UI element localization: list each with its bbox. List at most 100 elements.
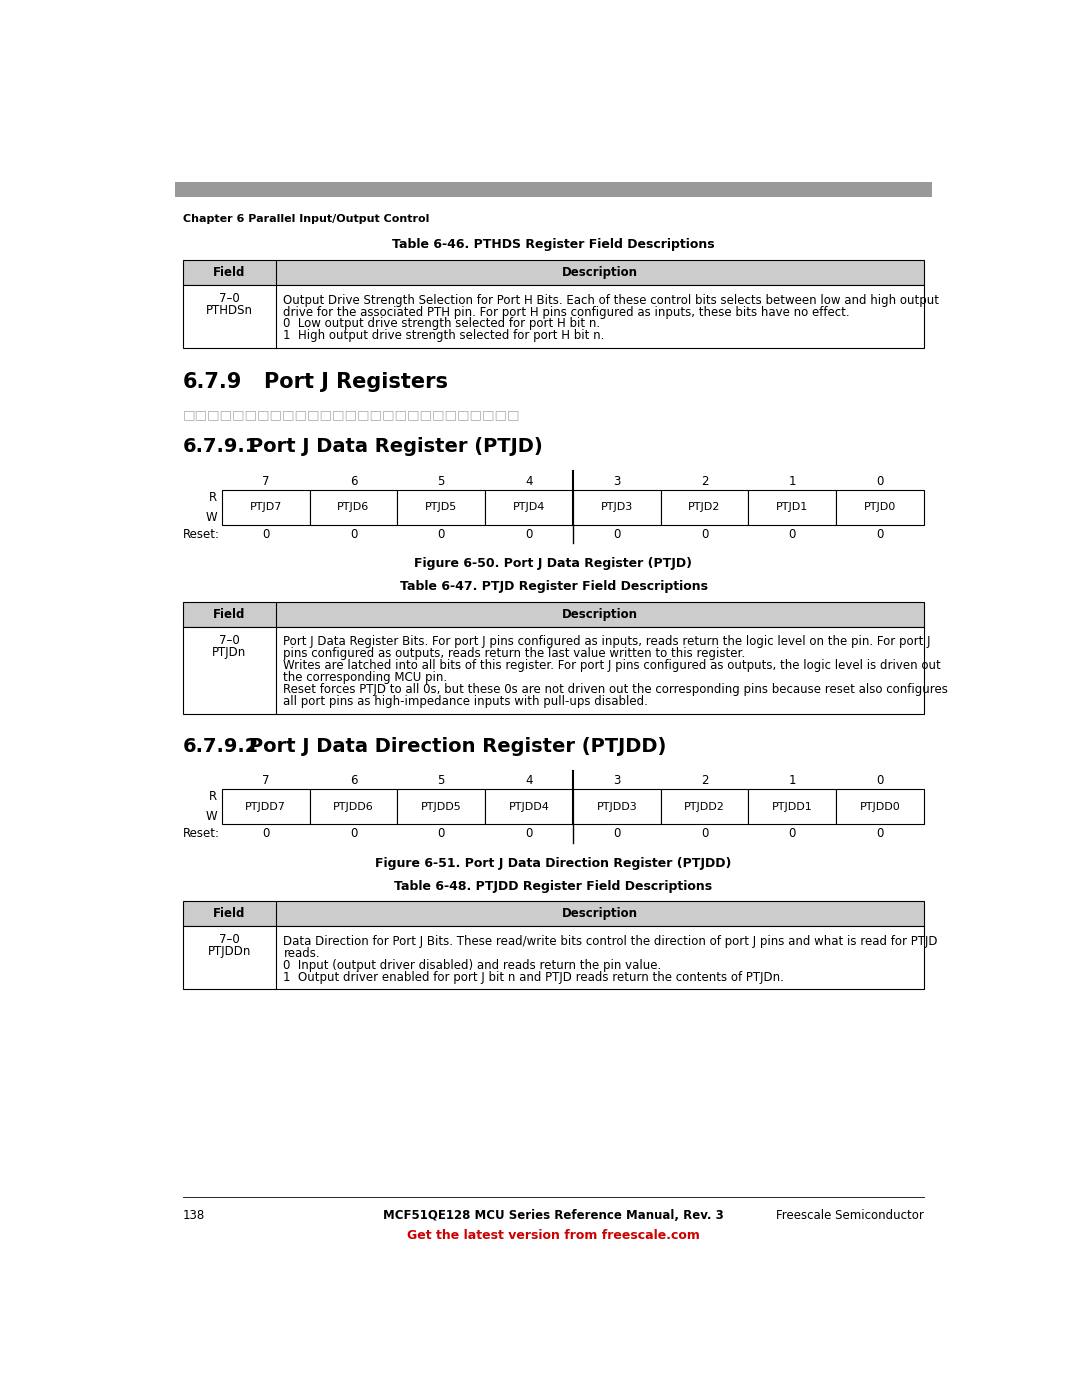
Text: 0: 0 (876, 528, 883, 541)
Bar (485, 489, 572, 525)
Text: 0: 0 (613, 827, 620, 840)
Text: R: R (210, 791, 217, 803)
Text: PTJD1: PTJD1 (777, 502, 809, 513)
Bar (661, 789, 748, 824)
Text: Writes are latched into all bits of this register. For port J pins configured as: Writes are latched into all bits of this… (283, 659, 941, 672)
Text: 0: 0 (788, 528, 796, 541)
Text: PTJDD6: PTJDD6 (333, 802, 374, 812)
Text: Chapter 6 Parallel Input/Output Control: Chapter 6 Parallel Input/Output Control (183, 214, 430, 224)
Text: 4: 4 (525, 475, 532, 488)
Text: Port J Data Register (PTJD): Port J Data Register (PTJD) (248, 437, 542, 457)
Text: 1: 1 (788, 475, 796, 488)
Text: Description: Description (562, 608, 638, 620)
Text: reads.: reads. (283, 947, 320, 960)
Bar (748, 489, 836, 525)
Text: W: W (205, 511, 217, 524)
Text: Field: Field (213, 265, 245, 279)
Text: Get the latest version from freescale.com: Get the latest version from freescale.co… (407, 1229, 700, 1242)
Text: 0: 0 (701, 827, 708, 840)
Text: drive for the associated PTH pin. For port H pins configured as inputs, these bi: drive for the associated PTH pin. For po… (283, 306, 850, 319)
Bar (183, 260, 924, 285)
Text: all port pins as high-impedance inputs with pull-ups disabled.: all port pins as high-impedance inputs w… (283, 696, 648, 708)
Text: 5: 5 (437, 475, 445, 488)
Bar (661, 489, 748, 525)
Text: W: W (205, 810, 217, 823)
Bar (221, 489, 310, 525)
Text: 7: 7 (262, 774, 269, 787)
Text: the corresponding MCU pin.: the corresponding MCU pin. (283, 672, 447, 685)
Text: 4: 4 (525, 774, 532, 787)
Text: PTJDn: PTJDn (213, 645, 246, 658)
Text: 0: 0 (437, 827, 445, 840)
Text: 0: 0 (262, 528, 269, 541)
Text: PTJD4: PTJD4 (513, 502, 545, 513)
Text: PTJD3: PTJD3 (600, 502, 633, 513)
Text: PTHDSn: PTHDSn (206, 303, 253, 317)
Text: PTJD7: PTJD7 (249, 502, 282, 513)
Text: 0: 0 (876, 774, 883, 787)
Text: Output Drive Strength Selection for Port H Bits. Each of these control bits sele: Output Drive Strength Selection for Port… (283, 293, 940, 306)
Text: 7–0: 7–0 (219, 292, 240, 305)
Text: 0: 0 (525, 528, 532, 541)
Text: PTJDD4: PTJDD4 (509, 802, 550, 812)
Text: 0: 0 (788, 827, 796, 840)
Text: PTJDD2: PTJDD2 (684, 802, 725, 812)
Text: 0: 0 (876, 827, 883, 840)
Bar (310, 789, 397, 824)
Text: 6.7.9: 6.7.9 (183, 373, 242, 393)
Text: 3: 3 (613, 475, 620, 488)
Text: 0: 0 (262, 827, 269, 840)
Text: 0: 0 (350, 528, 357, 541)
Bar (485, 789, 572, 824)
Text: Figure 6-51. Port J Data Direction Register (PTJDD): Figure 6-51. Port J Data Direction Regis… (376, 856, 731, 870)
Text: □□□□□□□□□□□□□□□□□□□□□□□□□□□: □□□□□□□□□□□□□□□□□□□□□□□□□□□ (183, 408, 521, 420)
Bar (836, 489, 924, 525)
Text: 7–0: 7–0 (219, 933, 240, 946)
Text: 138: 138 (183, 1208, 205, 1222)
Text: MCF51QE128 MCU Series Reference Manual, Rev. 3: MCF51QE128 MCU Series Reference Manual, … (383, 1208, 724, 1222)
Text: PTJDD1: PTJDD1 (772, 802, 812, 812)
Bar (183, 602, 924, 627)
Text: 0: 0 (613, 528, 620, 541)
Text: R: R (210, 490, 217, 504)
Text: Freescale Semiconductor: Freescale Semiconductor (777, 1208, 924, 1222)
Text: 7: 7 (262, 475, 269, 488)
Text: 6: 6 (350, 774, 357, 787)
Text: PTJD5: PTJD5 (426, 502, 457, 513)
Text: 2: 2 (701, 774, 708, 787)
Text: Table 6-47. PTJD Register Field Descriptions: Table 6-47. PTJD Register Field Descript… (400, 580, 707, 594)
Text: PTJDDn: PTJDDn (207, 946, 251, 958)
Bar (572, 489, 661, 525)
Bar (748, 789, 836, 824)
Text: 0: 0 (350, 827, 357, 840)
Text: Table 6-48. PTJDD Register Field Descriptions: Table 6-48. PTJDD Register Field Descrip… (394, 880, 713, 893)
Text: Description: Description (562, 265, 638, 279)
Text: PTJD0: PTJD0 (864, 502, 896, 513)
Bar (183, 926, 924, 989)
Bar (397, 489, 485, 525)
Text: Description: Description (562, 907, 638, 921)
Text: 0: 0 (525, 827, 532, 840)
Text: PTJDD0: PTJDD0 (860, 802, 901, 812)
Text: 1  High output drive strength selected for port H bit n.: 1 High output drive strength selected fo… (283, 330, 605, 342)
Bar (183, 285, 924, 348)
Text: Field: Field (213, 907, 245, 921)
Text: Field: Field (213, 608, 245, 620)
Text: PTJD6: PTJD6 (337, 502, 369, 513)
Bar (310, 489, 397, 525)
Text: 7–0: 7–0 (219, 634, 240, 647)
Text: 0  Low output drive strength selected for port H bit n.: 0 Low output drive strength selected for… (283, 317, 600, 331)
Text: 1  Output driver enabled for port J bit n and PTJD reads return the contents of : 1 Output driver enabled for port J bit n… (283, 971, 784, 983)
Text: PTJDD7: PTJDD7 (245, 802, 286, 812)
Text: Data Direction for Port J Bits. These read/write bits control the direction of p: Data Direction for Port J Bits. These re… (283, 935, 937, 949)
Text: pins configured as outputs, reads return the last value written to this register: pins configured as outputs, reads return… (283, 647, 745, 661)
Text: 0: 0 (701, 528, 708, 541)
Text: Figure 6-50. Port J Data Register (PTJD): Figure 6-50. Port J Data Register (PTJD) (415, 557, 692, 570)
Bar (397, 789, 485, 824)
Text: PTJDD3: PTJDD3 (596, 802, 637, 812)
Text: 2: 2 (701, 475, 708, 488)
Text: 5: 5 (437, 774, 445, 787)
Bar (221, 789, 310, 824)
Bar (836, 789, 924, 824)
Text: 3: 3 (613, 774, 620, 787)
